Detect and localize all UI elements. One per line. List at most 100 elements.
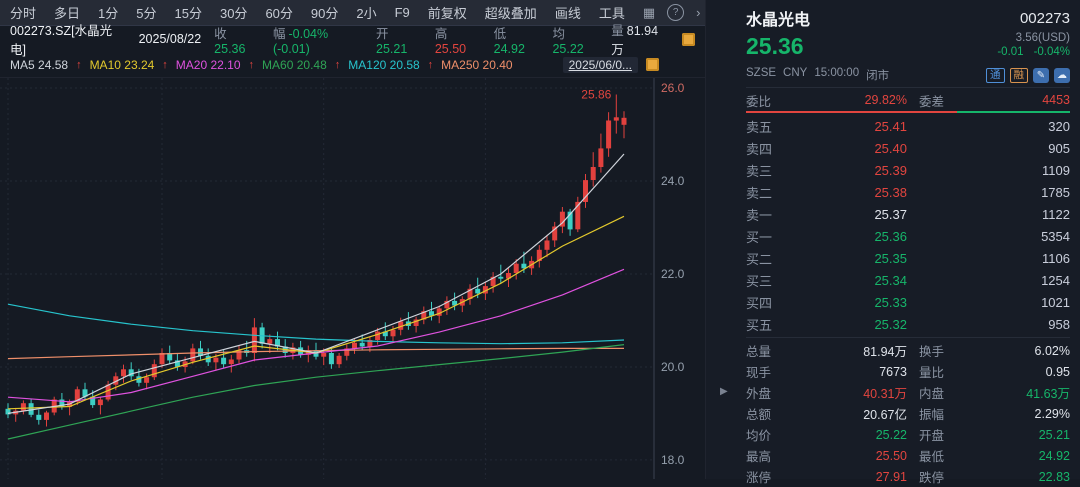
current-price: 25.36 xyxy=(746,33,804,59)
ask-price[interactable]: 25.37 xyxy=(874,206,907,222)
usd-price: 3.56(USD) xyxy=(1015,32,1070,44)
stat-value: 25.22 xyxy=(875,427,907,442)
ask-price[interactable]: 25.40 xyxy=(874,140,907,156)
ask-row-4: 卖四 25.40 905 xyxy=(746,140,1070,157)
stat-row: 外盘 40.31万 内盘 41.63万 xyxy=(746,382,1070,403)
stat-value: 41.63万 xyxy=(1026,387,1070,401)
help-icon[interactable]: ? xyxy=(667,4,685,21)
weibi-bar xyxy=(746,111,1070,113)
ma20-legend[interactable]: MA20 22.10 xyxy=(175,57,241,72)
toolbar-icons: ▦ ? › xyxy=(642,4,701,21)
price-row: 25.36 3.56(USD) -0.01 -0.04% xyxy=(746,32,1070,65)
tab-1min[interactable]: 1分 xyxy=(98,6,119,21)
bid-price[interactable]: 25.34 xyxy=(874,272,907,288)
bid-row-5: 买五 25.32 958 xyxy=(746,316,1070,333)
quote-panel: ▶ 水晶光电 002273 25.36 3.56(USD) -0.01 -0.04… xyxy=(705,0,1080,485)
calendar-badge-icon[interactable] xyxy=(646,58,659,71)
quote-info-row: 002273.SZ[水晶光电] 2025/08/22 收25.36 幅 -0.04… xyxy=(0,24,705,57)
tab-5min[interactable]: 5分 xyxy=(136,6,157,21)
ask-row-2: 卖二 25.38 1785 xyxy=(746,184,1070,201)
stat-value: 24.92 xyxy=(1038,448,1070,463)
stat-value: 22.83 xyxy=(1038,469,1070,484)
stat-value: 7673 xyxy=(879,364,907,379)
tab-draw-line[interactable]: 画线 xyxy=(554,6,581,21)
volume-flag-icon[interactable] xyxy=(682,32,696,46)
panel-header: 水晶光电 002273 xyxy=(746,0,1070,32)
weibi-row: 委比 29.82% 委差 4453 xyxy=(746,90,1070,110)
weicha-label: 委差 xyxy=(919,94,945,109)
cloud-icon[interactable]: ☁ xyxy=(1054,67,1070,83)
date-range-box[interactable]: 2025/06/0... xyxy=(562,56,638,73)
stat-row: 总额 20.67亿 振幅 2.29% xyxy=(746,403,1070,424)
stat-value: 25.21 xyxy=(1038,427,1070,442)
up-arrow-icon: ↑ xyxy=(76,58,82,71)
bid-price[interactable]: 25.32 xyxy=(874,316,907,332)
svg-text:25.86: 25.86 xyxy=(581,88,611,102)
bid-price[interactable]: 25.33 xyxy=(874,294,907,310)
bid-row-3: 买三 25.34 1254 xyxy=(746,272,1070,289)
stat-value: 6.02% xyxy=(1034,343,1070,358)
ask-price[interactable]: 25.41 xyxy=(874,118,907,134)
stock-symbol[interactable]: 002273.SZ[水晶光电] xyxy=(10,24,113,57)
stat-value: 81.94万 xyxy=(863,345,907,359)
ma250-legend[interactable]: MA250 20.40 xyxy=(441,57,513,72)
weicha-value: 4453 xyxy=(1042,93,1070,107)
stock-code: 002273 xyxy=(1019,9,1070,27)
stat-value: 27.91 xyxy=(875,469,907,484)
tab-fenshi[interactable]: 分时 xyxy=(10,6,37,21)
tab-15min[interactable]: 15分 xyxy=(174,6,202,21)
bid-price[interactable]: 25.36 xyxy=(874,228,907,244)
candlestick-chart[interactable]: 26.0 24.0 22.0 20.0 18.0 25.86 xyxy=(0,78,705,479)
ma5-legend[interactable]: MA5 24.58 xyxy=(10,57,69,72)
period-toolbar: 分时 多日 1分 5分 15分 30分 60分 90分 2小 F9 前复权 超级… xyxy=(0,0,705,26)
bid-row-4: 买四 25.33 1021 xyxy=(746,294,1070,311)
tab-tools[interactable]: 工具 xyxy=(598,6,625,21)
tab-super-overlay[interactable]: 超级叠加 xyxy=(484,6,537,21)
ma120-legend[interactable]: MA120 20.58 xyxy=(348,57,420,72)
up-arrow-icon: ↑ xyxy=(248,58,255,71)
stat-row: 总量 81.94万 换手 6.02% xyxy=(746,340,1070,361)
chevron-right-icon[interactable]: › xyxy=(696,5,701,20)
weibi-value: 29.82% xyxy=(864,93,907,107)
stat-value: 20.67亿 xyxy=(863,408,907,422)
ask-price[interactable]: 25.38 xyxy=(874,184,907,200)
field-volume: 量 81.94万 xyxy=(611,24,659,57)
badge-rong: 融 xyxy=(1009,67,1028,83)
ask-row-5: 卖五 25.41 320 xyxy=(746,118,1070,135)
tab-60min[interactable]: 60分 xyxy=(265,6,293,21)
stat-value: 2.29% xyxy=(1034,406,1070,421)
tab-2hour[interactable]: 2小 xyxy=(356,6,377,21)
layout-icon[interactable]: ▦ xyxy=(642,4,656,20)
svg-text:26.0: 26.0 xyxy=(661,81,685,95)
stat-row: 均价 25.22 开盘 25.21 xyxy=(746,427,1070,444)
price-change: -0.01 -0.04% xyxy=(997,46,1070,58)
ask-price[interactable]: 25.39 xyxy=(874,162,907,178)
tab-f9[interactable]: F9 xyxy=(394,5,410,20)
svg-text:24.0: 24.0 xyxy=(661,174,685,188)
ma10-legend[interactable]: MA10 23.24 xyxy=(89,57,155,72)
field-avg: 均25.22 xyxy=(552,26,584,56)
divider xyxy=(746,337,1070,338)
bid-price[interactable]: 25.35 xyxy=(874,250,907,266)
up-arrow-icon: ↑ xyxy=(334,58,341,71)
divider xyxy=(746,87,1070,88)
svg-text:22.0: 22.0 xyxy=(661,267,685,281)
field-change: 幅 -0.04%(-0.01) xyxy=(272,26,329,56)
svg-text:20.0: 20.0 xyxy=(661,360,685,374)
ma60-legend[interactable]: MA60 20.48 xyxy=(262,57,327,72)
up-arrow-icon: ↑ xyxy=(162,58,168,71)
tab-duori[interactable]: 多日 xyxy=(54,6,81,21)
badge-tong: 通 xyxy=(986,67,1005,83)
panel-collapse-icon[interactable]: ▶ xyxy=(720,386,728,397)
chart-section: 分时 多日 1分 5分 15分 30分 60分 90分 2小 F9 前复权 超级… xyxy=(0,0,705,479)
stat-row: 现手 7673 量比 0.95 xyxy=(746,364,1070,381)
tab-30min[interactable]: 30分 xyxy=(219,6,248,21)
tab-qianfuquan[interactable]: 前复权 xyxy=(427,6,467,21)
exchange-info: SZSE CNY 15:00:00 闭市 xyxy=(746,67,890,82)
edit-icon[interactable]: ✎ xyxy=(1033,67,1049,83)
tab-90min[interactable]: 90分 xyxy=(310,6,339,21)
field-low: 低24.92 xyxy=(493,26,525,56)
price-side-info: 3.56(USD) -0.01 -0.04% xyxy=(997,32,1070,58)
field-close: 收25.36 xyxy=(214,26,246,56)
ask-row-3: 卖三 25.39 1109 xyxy=(746,162,1070,179)
